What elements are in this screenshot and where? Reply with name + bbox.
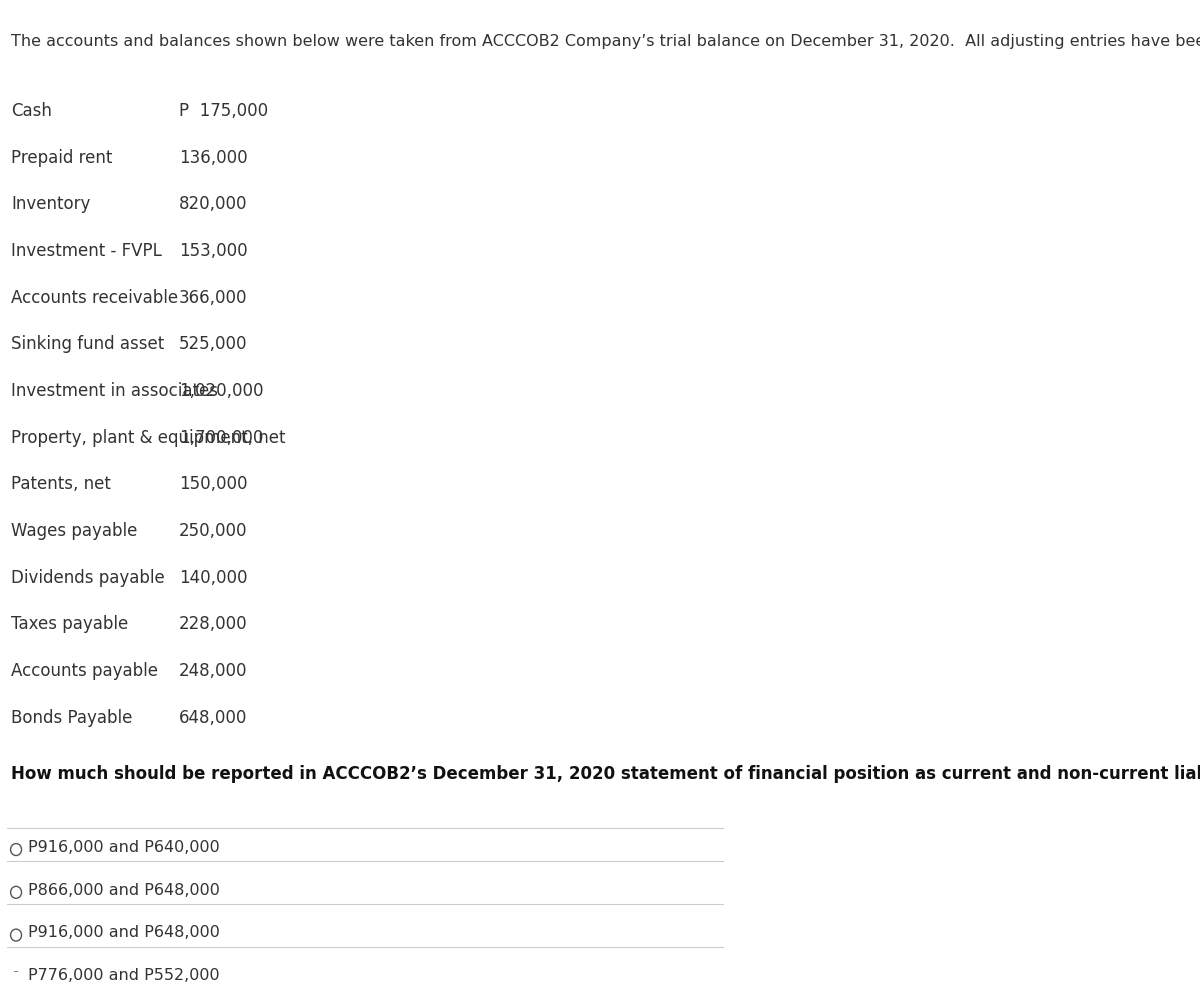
Text: 248,000: 248,000	[179, 662, 247, 680]
Text: 648,000: 648,000	[179, 708, 247, 726]
Text: 366,000: 366,000	[179, 288, 247, 307]
Text: The accounts and balances shown below were taken from ACCCOB2 Company’s trial ba: The accounts and balances shown below we…	[11, 34, 1200, 49]
Text: Bonds Payable: Bonds Payable	[11, 708, 132, 726]
Text: Cash: Cash	[11, 102, 52, 120]
Text: P  175,000: P 175,000	[179, 102, 268, 120]
Text: Wages payable: Wages payable	[11, 522, 137, 540]
Text: 228,000: 228,000	[179, 615, 247, 634]
Text: 1,700,000: 1,700,000	[179, 429, 263, 447]
Text: Inventory: Inventory	[11, 196, 90, 214]
Text: Dividends payable: Dividends payable	[11, 569, 164, 586]
Text: 1,020,000: 1,020,000	[179, 382, 263, 400]
Text: 136,000: 136,000	[179, 149, 247, 166]
Text: Accounts receivable: Accounts receivable	[11, 288, 178, 307]
Text: 820,000: 820,000	[179, 196, 247, 214]
Text: Investment - FVPL: Investment - FVPL	[11, 242, 162, 260]
Text: P866,000 and P648,000: P866,000 and P648,000	[28, 883, 220, 897]
Text: Sinking fund asset: Sinking fund asset	[11, 336, 164, 353]
Text: 140,000: 140,000	[179, 569, 247, 586]
Text: 150,000: 150,000	[179, 475, 247, 493]
Text: Accounts payable: Accounts payable	[11, 662, 158, 680]
Text: Prepaid rent: Prepaid rent	[11, 149, 113, 166]
Text: Investment in associates: Investment in associates	[11, 382, 218, 400]
Text: 525,000: 525,000	[179, 336, 247, 353]
Text: P916,000 and P648,000: P916,000 and P648,000	[28, 925, 220, 941]
Text: Property, plant & equipment, net: Property, plant & equipment, net	[11, 429, 286, 447]
Text: P776,000 and P552,000: P776,000 and P552,000	[28, 968, 220, 983]
Text: 153,000: 153,000	[179, 242, 247, 260]
Text: Patents, net: Patents, net	[11, 475, 110, 493]
Text: How much should be reported in ACCCOB2’s December 31, 2020 statement of financia: How much should be reported in ACCCOB2’s…	[11, 765, 1200, 783]
Text: 250,000: 250,000	[179, 522, 247, 540]
Text: P916,000 and P640,000: P916,000 and P640,000	[28, 839, 220, 855]
Text: Taxes payable: Taxes payable	[11, 615, 128, 634]
